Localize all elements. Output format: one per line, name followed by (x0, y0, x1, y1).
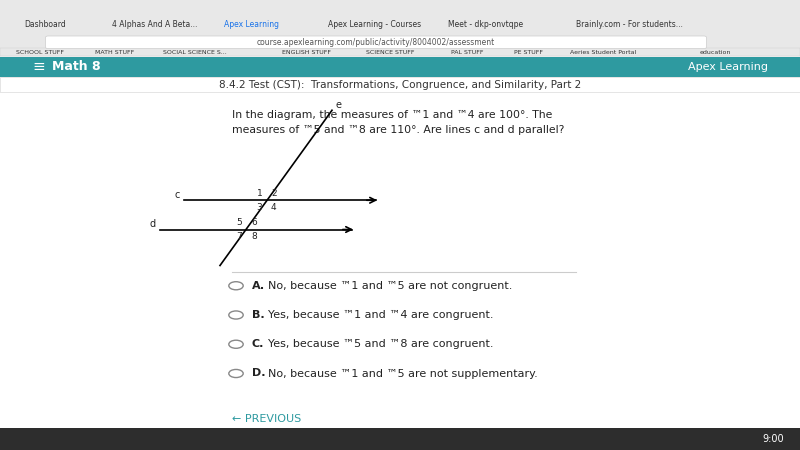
FancyBboxPatch shape (0, 93, 800, 450)
Text: MATH STUFF: MATH STUFF (95, 50, 134, 55)
Text: Aeries Student Portal: Aeries Student Portal (570, 50, 637, 55)
Text: 8.4.2 Test (CST):  Transformations, Congruence, and Similarity, Part 2: 8.4.2 Test (CST): Transformations, Congr… (219, 80, 581, 90)
Text: 1: 1 (257, 189, 262, 198)
Text: Apex Learning - Courses: Apex Learning - Courses (328, 20, 421, 29)
Text: ENGLISH STUFF: ENGLISH STUFF (282, 50, 330, 55)
Text: D.: D. (252, 369, 266, 378)
Text: Apex Learning: Apex Learning (688, 62, 768, 72)
Text: SCHOOL STUFF: SCHOOL STUFF (16, 50, 64, 55)
Text: course.apexlearning.com/public/activity/8004002/assessment: course.apexlearning.com/public/activity/… (257, 38, 495, 47)
Text: Dashboard: Dashboard (24, 20, 66, 29)
Text: B.: B. (252, 310, 265, 320)
Text: Apex Learning: Apex Learning (224, 20, 279, 29)
Text: No, because ™1 and ™5 are not supplementary.: No, because ™1 and ™5 are not supplement… (268, 369, 538, 378)
Text: e: e (336, 100, 342, 110)
Text: 3: 3 (257, 203, 262, 212)
Text: A.: A. (252, 281, 265, 291)
FancyBboxPatch shape (0, 57, 800, 76)
Text: No, because ™1 and ™5 are not congruent.: No, because ™1 and ™5 are not congruent. (268, 281, 512, 291)
Text: In the diagram, the measures of ™1 and ™4 are 100°. The
measures of ™5 and ™8 ar: In the diagram, the measures of ™1 and ™… (232, 110, 564, 135)
FancyBboxPatch shape (0, 428, 800, 450)
Text: Brainly.com - For students...: Brainly.com - For students... (576, 20, 683, 29)
Text: 4 Alphas And A Beta...: 4 Alphas And A Beta... (112, 20, 198, 29)
Text: Yes, because ™1 and ™4 are congruent.: Yes, because ™1 and ™4 are congruent. (268, 310, 494, 320)
FancyBboxPatch shape (0, 48, 800, 56)
Text: Yes, because ™5 and ™8 are congruent.: Yes, because ™5 and ™8 are congruent. (268, 339, 494, 349)
Text: 2: 2 (271, 189, 277, 198)
Text: Meet - dkp-onvtqpe: Meet - dkp-onvtqpe (448, 20, 523, 29)
Text: Math 8: Math 8 (52, 60, 101, 73)
Text: SOCIAL SCIENCE S...: SOCIAL SCIENCE S... (163, 50, 227, 55)
Text: 4: 4 (271, 203, 277, 212)
FancyBboxPatch shape (46, 36, 706, 49)
Text: 9:00: 9:00 (762, 434, 784, 444)
Text: c: c (174, 190, 180, 200)
Text: 8: 8 (251, 232, 257, 241)
Text: d: d (150, 219, 156, 229)
Text: 6: 6 (251, 218, 257, 227)
FancyBboxPatch shape (0, 0, 800, 54)
Text: PAL STUFF: PAL STUFF (451, 50, 484, 55)
Text: SCIENCE STUFF: SCIENCE STUFF (366, 50, 415, 55)
Text: PE STUFF: PE STUFF (514, 50, 542, 55)
Text: education: education (700, 50, 731, 55)
Text: ← PREVIOUS: ← PREVIOUS (232, 414, 302, 423)
Text: ≡: ≡ (32, 59, 45, 74)
Text: C.: C. (252, 339, 264, 349)
FancyBboxPatch shape (0, 77, 800, 92)
Text: 7: 7 (237, 232, 242, 241)
Text: 5: 5 (237, 218, 242, 227)
